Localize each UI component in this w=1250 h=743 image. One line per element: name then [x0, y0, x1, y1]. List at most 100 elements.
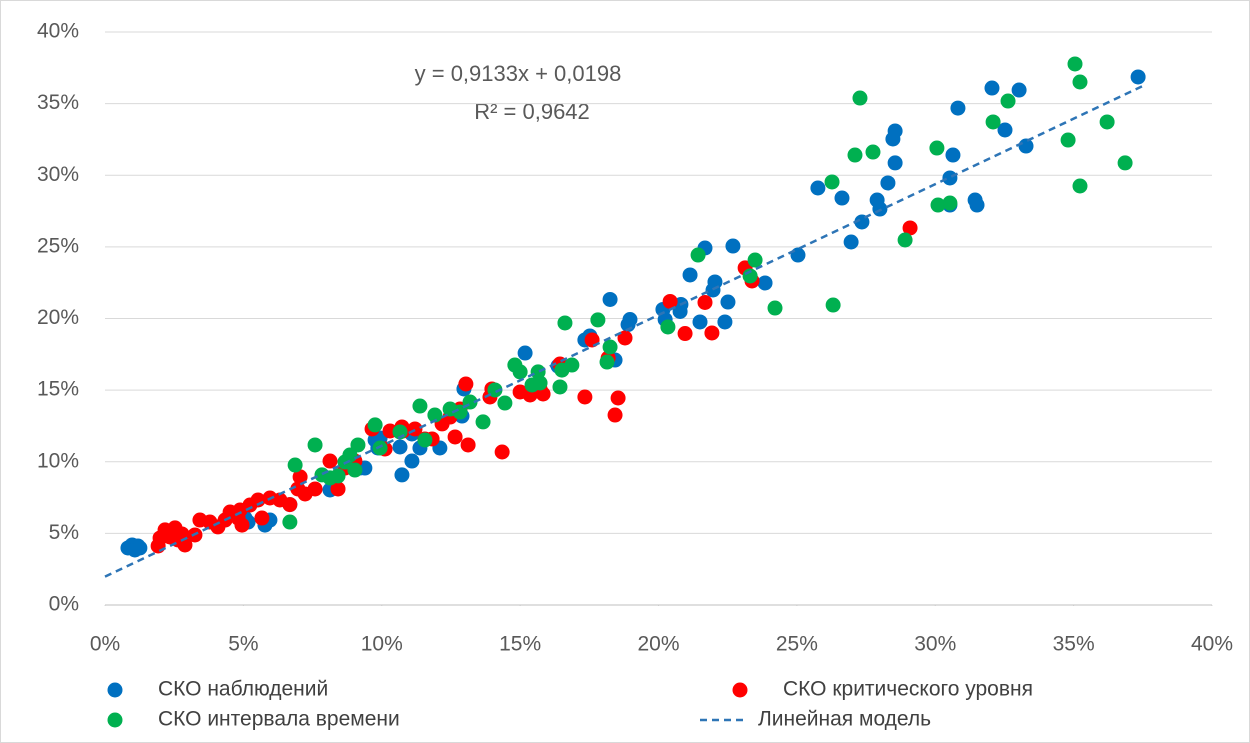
point [662, 293, 678, 309]
point [757, 275, 773, 291]
y-tick-label: 20% [37, 306, 79, 329]
point [552, 379, 568, 395]
point [690, 247, 706, 263]
point [330, 468, 346, 484]
point [704, 325, 720, 341]
point [254, 510, 270, 526]
point [372, 440, 388, 456]
point [322, 453, 338, 469]
point [930, 197, 946, 213]
y-tick-label: 35% [37, 91, 79, 114]
point [1072, 178, 1088, 194]
legend-label: Линейная модель [758, 708, 931, 731]
point [945, 147, 961, 163]
point [1130, 69, 1146, 85]
point [824, 174, 840, 190]
point [347, 462, 363, 478]
point [929, 140, 945, 156]
y-tick-label: 0% [49, 593, 79, 616]
point [790, 247, 806, 263]
y-tick-label: 40% [37, 20, 79, 43]
point [887, 155, 903, 171]
point [950, 100, 966, 116]
point [557, 315, 573, 331]
point [458, 376, 474, 392]
y-tick-label: 5% [49, 521, 79, 544]
point [942, 195, 958, 211]
point [447, 429, 463, 445]
point [132, 540, 148, 556]
point [902, 220, 918, 236]
y-tick-label: 15% [37, 378, 79, 401]
point [707, 274, 723, 290]
legend-marker [732, 682, 748, 698]
point [852, 90, 868, 106]
point [1011, 82, 1027, 98]
legend-label: СКО интервала времени [158, 708, 400, 731]
y-tick-label: 10% [37, 449, 79, 472]
point [307, 437, 323, 453]
point [1060, 132, 1076, 148]
x-tick-label: 40% [1191, 633, 1233, 656]
point [292, 469, 308, 485]
point [517, 345, 533, 361]
point [367, 417, 383, 433]
point [607, 407, 623, 423]
x-tick-label: 30% [914, 633, 956, 656]
point [330, 481, 346, 497]
point [880, 175, 896, 191]
legend-marker [107, 682, 123, 698]
point [282, 514, 298, 530]
point [494, 444, 510, 460]
point [1067, 56, 1083, 72]
point [599, 354, 615, 370]
point [969, 197, 985, 213]
point [825, 297, 841, 313]
point [234, 517, 250, 533]
point [475, 414, 491, 430]
equation: y = 0,9133x + 0,0198 [415, 61, 622, 86]
point [984, 80, 1000, 96]
point [460, 437, 476, 453]
point [590, 312, 606, 328]
point [287, 457, 303, 473]
point [897, 232, 913, 248]
point [512, 364, 528, 380]
legend-marker [107, 712, 123, 728]
point [617, 330, 633, 346]
point [677, 326, 693, 342]
point [697, 294, 713, 310]
point [1018, 138, 1034, 154]
legend-label: СКО критического уровня [783, 678, 1033, 701]
legend-label: СКО наблюдений [158, 678, 328, 701]
point [720, 294, 736, 310]
point [747, 252, 763, 268]
point [1099, 114, 1115, 130]
point [497, 395, 513, 411]
point [577, 389, 593, 405]
point [404, 453, 420, 469]
r-squared: R² = 0,9642 [474, 99, 590, 124]
x-tick-label: 25% [776, 633, 818, 656]
point [997, 122, 1013, 138]
x-tick-label: 15% [499, 633, 541, 656]
point [717, 314, 733, 330]
point [282, 497, 298, 513]
point [392, 439, 408, 455]
point [767, 300, 783, 316]
point [692, 314, 708, 330]
point [682, 267, 698, 283]
x-tick-label: 0% [90, 633, 120, 656]
point [307, 481, 323, 497]
point [342, 447, 358, 463]
x-tick-label: 10% [361, 633, 403, 656]
point [610, 390, 626, 406]
point [847, 147, 863, 163]
point [887, 123, 903, 139]
point [564, 357, 580, 373]
point [530, 364, 546, 380]
point [942, 170, 958, 186]
